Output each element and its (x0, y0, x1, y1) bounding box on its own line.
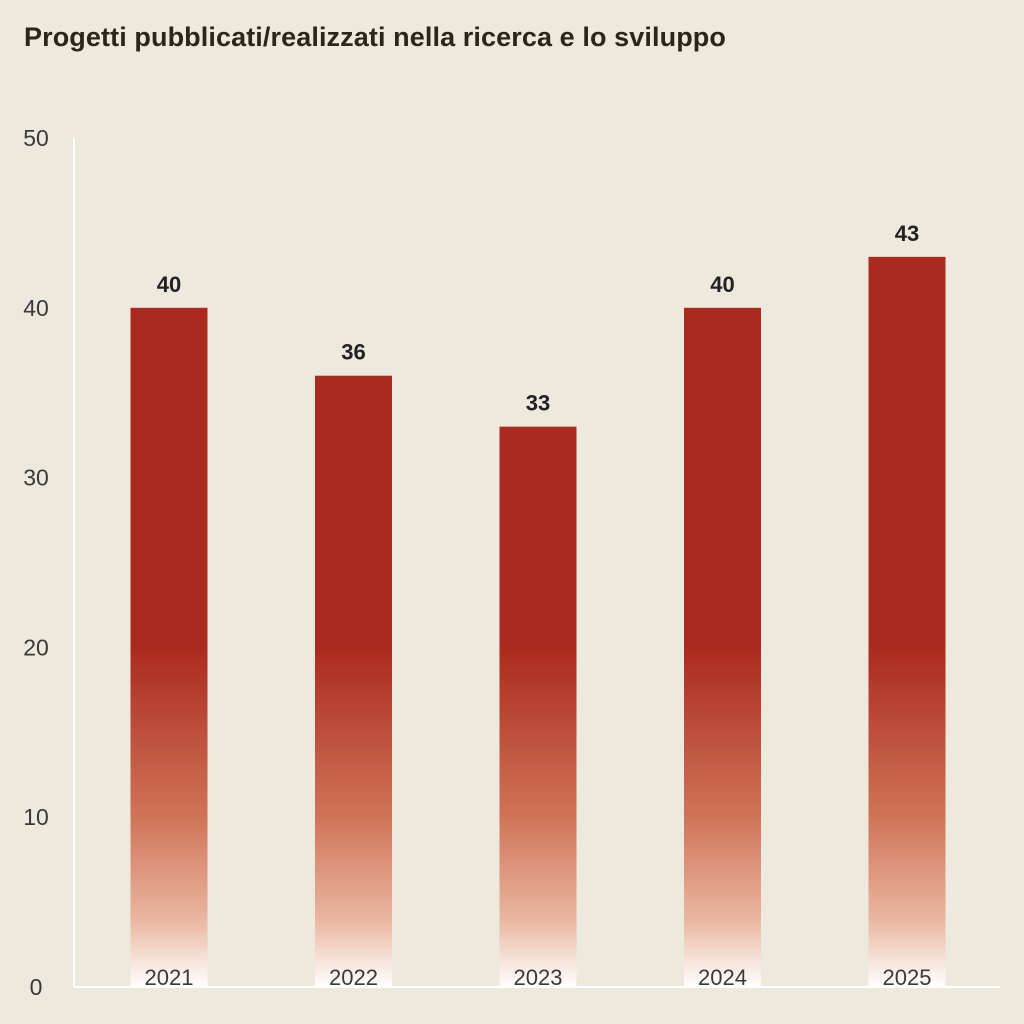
x-tick-label-2024: 2024 (698, 965, 747, 990)
bar-2022 (315, 375, 392, 988)
y-tick-label: 50 (23, 125, 49, 151)
x-tick-label-2025: 2025 (883, 965, 932, 990)
x-tick-label-2023: 2023 (514, 965, 563, 990)
chart-title: Progetti pubblicati/realizzati nella ric… (24, 22, 726, 52)
y-tick-label: 20 (23, 634, 49, 660)
bar-2021 (130, 307, 208, 987)
x-tick-label-2022: 2022 (329, 965, 378, 990)
x-tick-label-2021: 2021 (145, 965, 194, 990)
y-tick-label: 10 (23, 804, 49, 830)
bar-2025 (868, 256, 946, 987)
data-label-2021: 40 (157, 272, 181, 297)
y-tick-label: 30 (23, 465, 49, 491)
bar-2023 (499, 426, 577, 987)
data-label-2022: 36 (341, 340, 365, 365)
y-tick-label: 0 (30, 974, 43, 1000)
bar-2024 (684, 307, 761, 987)
data-label-2023: 33 (526, 391, 550, 416)
y-tick-label: 40 (23, 295, 49, 321)
data-label-2025: 43 (895, 221, 919, 246)
data-label-2024: 40 (710, 272, 734, 297)
